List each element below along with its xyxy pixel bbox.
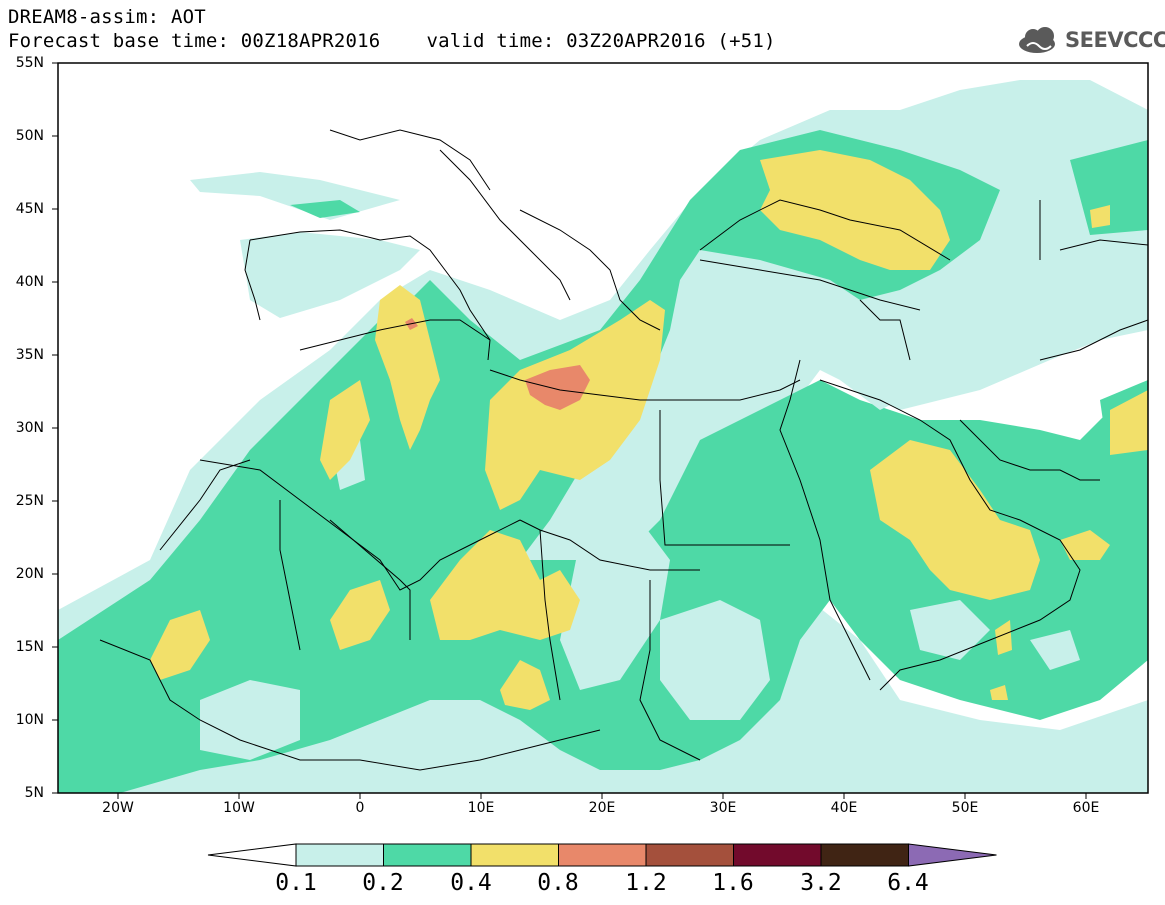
colorbar-label: 0.8 [537, 870, 579, 896]
lon-label: 10E [467, 800, 495, 816]
coastlines [99, 129, 1148, 771]
lon-label: 20W [102, 800, 134, 816]
colorbar-label: 3.2 [800, 870, 842, 896]
aot-field [58, 80, 1148, 793]
colorbar-label: 0.2 [362, 870, 404, 896]
lon-label: 30E [709, 800, 737, 816]
colorbar-label: 6.4 [887, 870, 929, 896]
lat-label: 40N [15, 274, 44, 290]
map-title: DREAM8-assim: AOT [8, 6, 206, 28]
lat-label: 35N [15, 347, 44, 363]
lat-label: 30N [15, 420, 44, 436]
colorbar-label: 0.4 [450, 870, 492, 896]
lon-label: 40E [830, 800, 858, 816]
forecast-times: Forecast base time: 00Z18APR2016 valid ti… [8, 30, 776, 52]
cloud-icon [1019, 27, 1055, 53]
lon-label: 20E [588, 800, 616, 816]
lon-label: 10W [223, 800, 255, 816]
lat-label: 55N [15, 55, 44, 71]
lon-label: 60E [1072, 800, 1100, 816]
base-time: Forecast base time: 00Z18APR2016 [8, 30, 381, 52]
lat-label: 25N [15, 493, 44, 509]
valid-time: valid time: 03Z20APR2016 (+51) [426, 30, 776, 52]
colorbar-label: 1.2 [625, 870, 667, 896]
lat-label: 10N [15, 712, 44, 728]
lat-label: 15N [15, 639, 44, 655]
lon-label: 0 [355, 800, 365, 816]
colorbar-label: 1.6 [712, 870, 754, 896]
seevccc-logo [1019, 27, 1055, 53]
axis-ticks [52, 62, 1087, 799]
colorbar-label: 0.1 [275, 870, 317, 896]
lat-label: 5N [24, 785, 44, 801]
lat-label: 50N [15, 128, 44, 144]
lon-label: 50E [951, 800, 979, 816]
aot-level-0.4 [150, 150, 1148, 710]
logo-text: SEEVCCC [1065, 28, 1165, 52]
lat-label: 20N [15, 566, 44, 582]
aot-holes [200, 370, 1080, 760]
lat-label: 45N [15, 201, 44, 217]
